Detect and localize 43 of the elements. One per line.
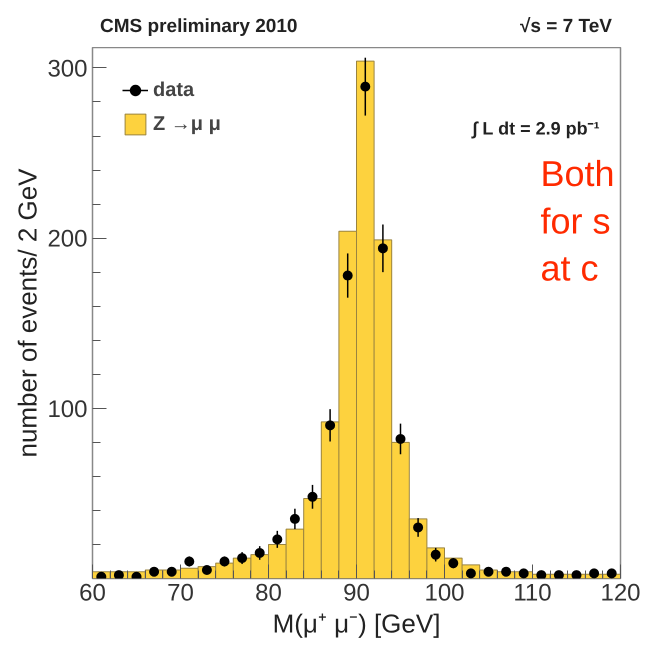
- point: [325, 420, 336, 430]
- point: [572, 570, 582, 578]
- point: [184, 556, 194, 566]
- point: [536, 570, 546, 578]
- y-tick-label: 100: [47, 396, 88, 423]
- point: [308, 492, 318, 502]
- x-tick-label: 120: [600, 580, 641, 606]
- point: [554, 570, 564, 578]
- point: [430, 550, 441, 560]
- x-tick-label: 70: [167, 580, 194, 606]
- point: [114, 570, 124, 578]
- legend-label: data: [153, 78, 194, 102]
- x-tick-label: 100: [424, 580, 465, 606]
- point: [413, 522, 424, 532]
- y-tick-label: 200: [47, 226, 88, 253]
- annotation: ∫ L dt = 2.9 pb⁻¹: [470, 118, 600, 138]
- point: [166, 566, 177, 577]
- point: [378, 243, 388, 254]
- chart-title: CMS preliminary 2010: [100, 15, 298, 39]
- x-tick-label: 80: [255, 580, 282, 606]
- x-tick-label: 60: [79, 580, 106, 606]
- point: [220, 556, 230, 566]
- x-tick-label: 110: [513, 580, 552, 606]
- point: [518, 568, 529, 578]
- legend-label: Z →μ μ: [153, 112, 221, 136]
- point: [484, 566, 494, 577]
- point: [606, 568, 617, 578]
- point: [396, 434, 406, 444]
- y-tick-label: 300: [47, 55, 88, 82]
- point: [501, 566, 512, 577]
- chart-subtitle: √s = 7 TeV: [520, 15, 612, 39]
- point: [360, 82, 370, 92]
- point: [342, 270, 353, 281]
- annotation: Both for s at c: [540, 153, 615, 288]
- point: [254, 548, 265, 558]
- y-axis-title: number of events/ 2 GeV: [12, 168, 42, 458]
- point: [589, 568, 600, 578]
- point: [237, 553, 248, 564]
- x-tick-label: 90: [343, 580, 370, 606]
- point: [290, 514, 300, 524]
- point: [272, 534, 282, 544]
- x-axis-title: M(μ⁺ μ⁻) [GeV]: [272, 608, 440, 638]
- point: [149, 566, 160, 577]
